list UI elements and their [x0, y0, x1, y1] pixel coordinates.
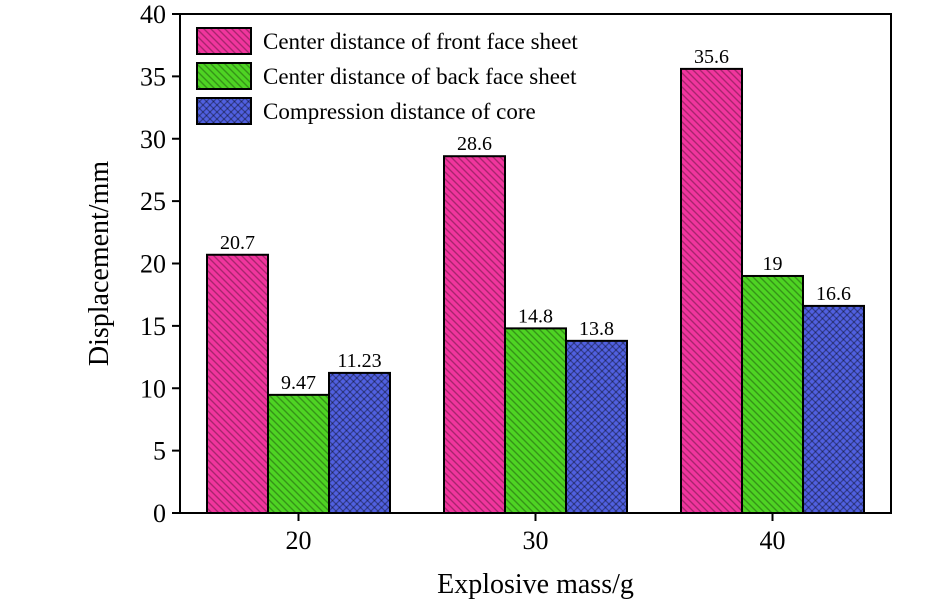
data-label-series-3-30: 13.8: [579, 318, 614, 340]
y-tick-label: 30: [140, 125, 166, 154]
legend-swatch-series-3: [196, 97, 252, 125]
x-tick-label: 20: [286, 526, 312, 555]
bar-series-2-30: [504, 327, 567, 514]
data-label-series-2-30: 14.8: [518, 305, 553, 327]
y-tick-label: 40: [140, 0, 166, 29]
y-tick-label: 20: [140, 250, 166, 279]
y-tick-label: 0: [153, 499, 166, 528]
legend: Center distance of front face sheet Cente…: [196, 27, 578, 125]
data-label-series-2-20: 9.47: [281, 372, 316, 394]
y-tick-label: 25: [140, 187, 166, 216]
data-label-series-3-40: 16.6: [816, 283, 851, 305]
x-axis-title: Explosive mass/g: [437, 569, 634, 600]
y-axis-title: Displacement/mm: [84, 161, 115, 367]
y-tick-label: 15: [140, 312, 166, 341]
bar-series-2-40: [741, 274, 804, 514]
bar-series-3-20: [328, 371, 391, 515]
legend-swatch-series-2: [196, 62, 252, 90]
x-tick-label: 40: [760, 526, 786, 555]
legend-label-series-3: Compression distance of core: [263, 99, 536, 124]
bar-series-3-30: [565, 339, 628, 514]
bar-series-1-40: [680, 67, 743, 514]
legend-label-series-1: Center distance of front face sheet: [263, 29, 578, 54]
data-label-series-1-40: 35.6: [694, 46, 729, 68]
bar-series-3-40: [802, 304, 865, 515]
y-tick-label: 10: [140, 374, 166, 403]
bar-series-2-20: [267, 393, 330, 515]
x-axis: 20 30 40: [286, 513, 786, 555]
data-label-series-1-30: 28.6: [457, 133, 492, 155]
bar-series-1-20: [206, 253, 269, 515]
y-tick-label: 5: [153, 437, 166, 466]
data-label-series-2-40: 19: [763, 253, 783, 275]
data-labels-layer: 20.7 9.47 11.23 28.6 14.8 13.8 35.6 19 16.6: [220, 46, 851, 394]
data-label-series-3-20: 11.23: [337, 350, 381, 372]
y-tick-label: 35: [140, 62, 166, 91]
bar-series-1-30: [443, 155, 506, 514]
x-tick-label: 30: [523, 526, 549, 555]
data-label-series-1-20: 20.7: [220, 232, 255, 254]
bars-layer: [206, 67, 865, 515]
legend-label-series-2: Center distance of back face sheet: [263, 64, 577, 89]
y-axis: 0 5 10 15 20 25 30 35 40: [140, 0, 180, 528]
legend-swatch-series-1: [196, 27, 252, 55]
